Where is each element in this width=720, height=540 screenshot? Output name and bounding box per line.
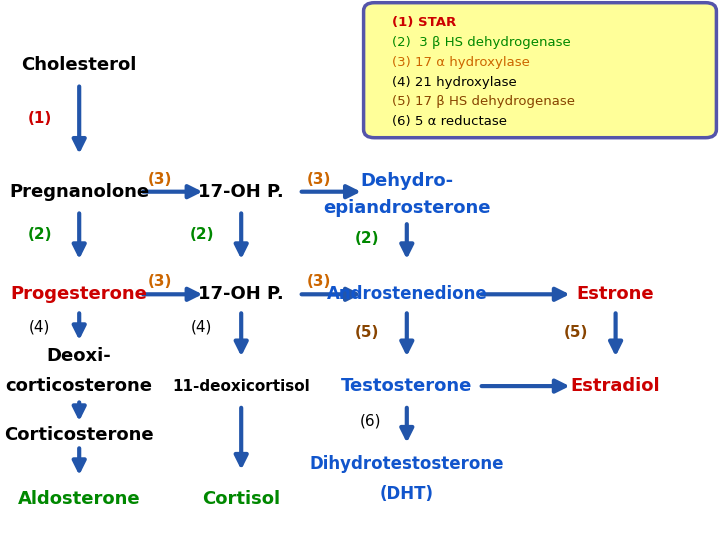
Text: (2)  3 β HS dehydrogenase: (2) 3 β HS dehydrogenase [392, 36, 571, 49]
Text: (3): (3) [148, 274, 172, 289]
Text: (3): (3) [148, 172, 172, 187]
Text: 11-deoxicortisol: 11-deoxicortisol [172, 379, 310, 394]
Text: 17-OH P.: 17-OH P. [198, 183, 284, 201]
Text: (5) 17 β HS dehydrogenase: (5) 17 β HS dehydrogenase [392, 96, 575, 109]
Text: corticosterone: corticosterone [6, 377, 153, 395]
FancyBboxPatch shape [364, 3, 716, 138]
Text: (4): (4) [29, 319, 50, 334]
Text: (5): (5) [564, 325, 588, 340]
Text: (2): (2) [189, 227, 214, 242]
Text: (6): (6) [360, 414, 382, 429]
Text: (3): (3) [307, 172, 331, 187]
Text: (1): (1) [27, 111, 52, 126]
Text: Cholesterol: Cholesterol [22, 56, 137, 74]
Text: (5): (5) [355, 325, 379, 340]
Text: Dehydro-: Dehydro- [360, 172, 454, 190]
Text: Corticosterone: Corticosterone [4, 426, 154, 444]
Text: Estrone: Estrone [577, 285, 654, 303]
Text: (3) 17 α hydroxylase: (3) 17 α hydroxylase [392, 56, 530, 69]
Text: Cortisol: Cortisol [202, 490, 280, 509]
Text: (4): (4) [191, 319, 212, 334]
Text: Dihydrotestosterone: Dihydrotestosterone [310, 455, 504, 474]
Text: (6) 5 α reductase: (6) 5 α reductase [392, 115, 508, 128]
Text: Aldosterone: Aldosterone [18, 490, 140, 509]
Text: Estradiol: Estradiol [571, 377, 660, 395]
Text: (DHT): (DHT) [380, 485, 433, 503]
Text: 17-OH P.: 17-OH P. [198, 285, 284, 303]
Text: (1) STAR: (1) STAR [392, 16, 456, 29]
Text: Pregnanolone: Pregnanolone [9, 183, 149, 201]
Text: (4) 21 hydroxylase: (4) 21 hydroxylase [392, 76, 517, 89]
Text: (2): (2) [355, 231, 379, 246]
Text: Progesterone: Progesterone [11, 285, 148, 303]
Text: epiandrosterone: epiandrosterone [323, 199, 490, 217]
Text: (3): (3) [307, 274, 331, 289]
Text: Testosterone: Testosterone [341, 377, 472, 395]
Text: (2): (2) [27, 227, 52, 242]
Text: Deoxi-: Deoxi- [47, 347, 112, 366]
Text: Androstenedione: Androstenedione [326, 285, 487, 303]
